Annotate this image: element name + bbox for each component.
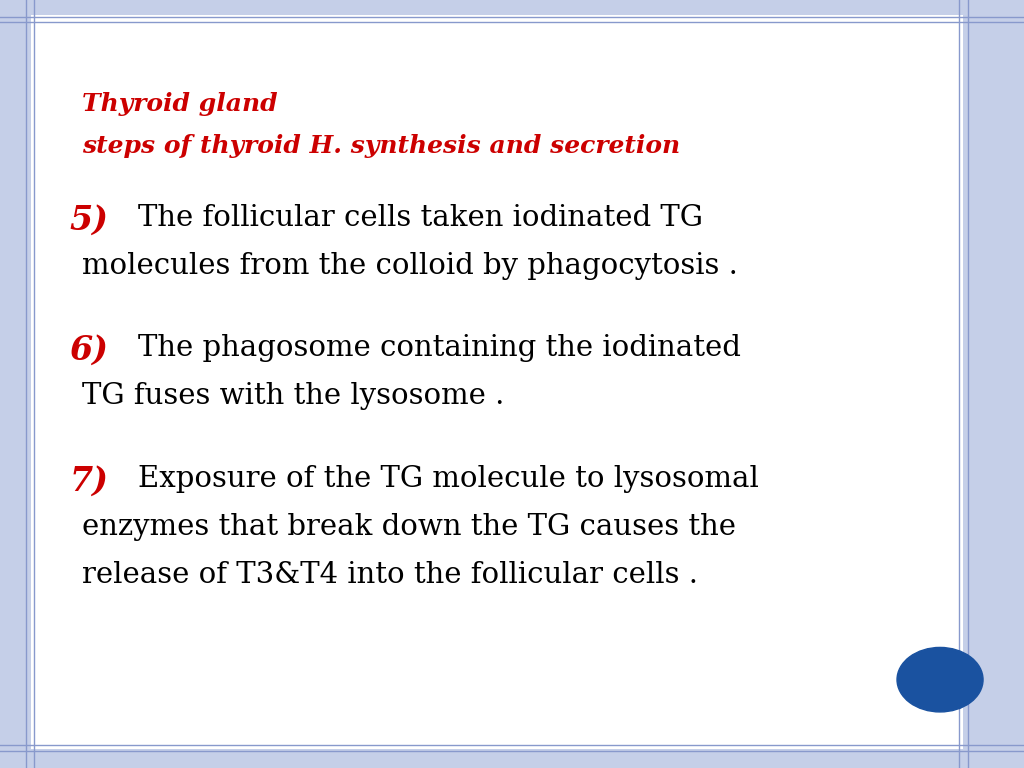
Text: 6): 6) [70, 334, 109, 367]
Text: The follicular cells taken iodinated TG: The follicular cells taken iodinated TG [138, 204, 703, 231]
Text: Thyroid gland: Thyroid gland [82, 92, 278, 116]
Text: The phagosome containing the iodinated: The phagosome containing the iodinated [138, 334, 741, 362]
Text: enzymes that break down the TG causes the: enzymes that break down the TG causes th… [82, 513, 736, 541]
Text: Exposure of the TG molecule to lysosomal: Exposure of the TG molecule to lysosomal [138, 465, 759, 492]
Circle shape [897, 647, 983, 712]
Text: TG fuses with the lysosome .: TG fuses with the lysosome . [82, 382, 504, 410]
Text: molecules from the colloid by phagocytosis .: molecules from the colloid by phagocytos… [82, 252, 738, 280]
Text: 7): 7) [70, 465, 109, 498]
Text: 5): 5) [70, 204, 109, 237]
Text: release of T3&T4 into the follicular cells .: release of T3&T4 into the follicular cel… [82, 561, 698, 589]
Text: steps of thyroid H. synthesis and secretion: steps of thyroid H. synthesis and secret… [82, 134, 680, 158]
